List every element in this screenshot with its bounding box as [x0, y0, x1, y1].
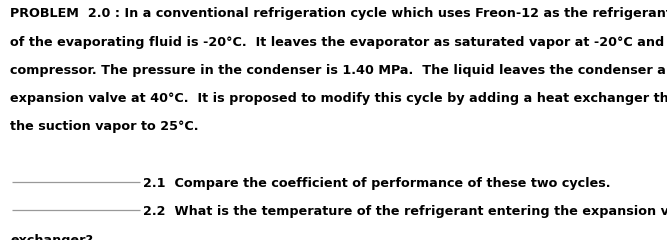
Text: 2.2  What is the temperature of the refrigerant entering the expansion valve wit: 2.2 What is the temperature of the refri…: [143, 205, 667, 218]
Text: of the evaporating fluid is -20°C.  It leaves the evaporator as saturated vapor : of the evaporating fluid is -20°C. It le…: [10, 36, 667, 48]
Text: compressor. The pressure in the condenser is 1.40 MPa.  The liquid leaves the co: compressor. The pressure in the condense…: [10, 64, 667, 77]
Text: exchanger?: exchanger?: [10, 234, 93, 240]
Text: the suction vapor to 25°C.: the suction vapor to 25°C.: [10, 120, 199, 133]
Text: expansion valve at 40°C.  It is proposed to modify this cycle by adding a heat e: expansion valve at 40°C. It is proposed …: [10, 92, 667, 105]
Text: 2.1  Compare the coefficient of performance of these two cycles.: 2.1 Compare the coefficient of performan…: [143, 177, 611, 190]
Text: PROBLEM  2.0 : In a conventional refrigeration cycle which uses Freon-12 as the : PROBLEM 2.0 : In a conventional refriger…: [10, 7, 667, 20]
